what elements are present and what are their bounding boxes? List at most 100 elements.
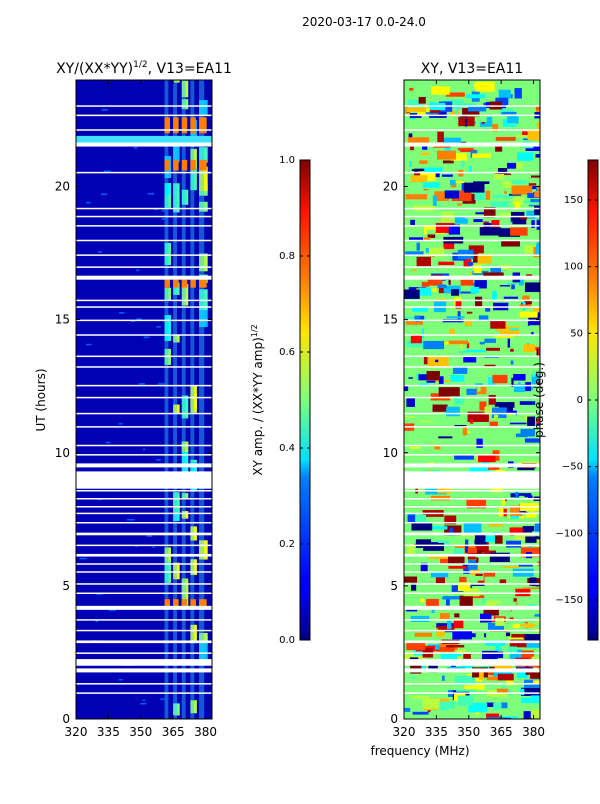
- phase-cell: [435, 222, 455, 233]
- phase-cell: [453, 620, 464, 629]
- amplitude-cell: [190, 386, 197, 408]
- amplitude-flagged-gap: [76, 619, 212, 621]
- phase-cell: [450, 110, 460, 116]
- phase-cell: [494, 534, 503, 544]
- phase-cell: [453, 548, 465, 555]
- phase-cell: [451, 153, 467, 161]
- phase-cell: [411, 269, 417, 271]
- phase-cell: [410, 300, 431, 308]
- phase-cell: [527, 320, 540, 326]
- phase-cell: [506, 123, 519, 125]
- amplitude-colorbar-tick-label: 0.8: [279, 251, 295, 262]
- phase-xtick-label: 365: [490, 725, 513, 739]
- phase-cell: [464, 319, 473, 327]
- phase-cell: [463, 588, 480, 597]
- amplitude-cell: [199, 305, 208, 328]
- phase-flagged-gap: [404, 105, 540, 107]
- phase-cell: [477, 253, 492, 264]
- phase-cell: [442, 596, 461, 600]
- phase-cell: [479, 341, 485, 345]
- figure-title: 2020-03-17 0.0-24.0: [302, 15, 426, 29]
- phase-cell: [443, 242, 455, 250]
- amplitude-flagged-gap: [76, 444, 212, 447]
- phase-cell: [445, 645, 465, 648]
- phase-cell: [519, 650, 534, 661]
- phase-cell: [421, 328, 425, 339]
- phase-cell: [526, 274, 533, 277]
- phase-cell: [470, 419, 474, 424]
- phase-cell: [465, 217, 481, 219]
- amplitude-flagged-gap: [76, 563, 212, 565]
- phase-cell: [485, 347, 501, 351]
- phase-flagged-gap: [404, 207, 540, 210]
- amplitude-bright-cell: [173, 117, 179, 134]
- amplitude-channel-column: [164, 80, 169, 719]
- amplitude-colorbar-tick-label: 0.0: [279, 635, 295, 646]
- phase-cell: [408, 377, 413, 379]
- phase-cell: [463, 564, 470, 574]
- phase-cell: [479, 227, 501, 236]
- phase-cell: [532, 305, 540, 313]
- amplitude-cell: [173, 282, 180, 295]
- phase-cell: [466, 311, 473, 314]
- phase-cell: [432, 404, 448, 412]
- phase-cell: [505, 678, 514, 686]
- phase-cell: [506, 282, 519, 285]
- amplitude-speckle: [126, 519, 135, 521]
- phase-cell: [423, 708, 439, 711]
- phase-cell: [468, 584, 485, 586]
- phase-cell: [464, 119, 468, 127]
- phase-cell: [430, 571, 449, 578]
- amplitude-flagged-gap: [76, 215, 212, 218]
- phase-cell: [534, 614, 540, 617]
- phase-cell: [446, 406, 460, 417]
- phase-cell: [495, 642, 501, 654]
- phase-cell: [448, 565, 467, 569]
- amplitude-speckle: [161, 210, 169, 212]
- phase-xtick-label: 335: [425, 725, 448, 739]
- phase-cell: [509, 422, 527, 425]
- amplitude-flagged-gap: [76, 454, 212, 456]
- amplitude-cell: [181, 189, 189, 205]
- phase-cell: [423, 237, 431, 241]
- phase-colorbar-tick-label: 100: [564, 262, 583, 273]
- phase-cell: [535, 154, 540, 158]
- phase-cell: [438, 387, 460, 397]
- phase-colorbar-tick-label: 0: [577, 395, 583, 406]
- amplitude-speckle: [160, 698, 165, 700]
- phase-cell: [536, 244, 540, 256]
- amplitude-cell: [173, 703, 180, 716]
- phase-cell: [485, 600, 501, 607]
- phase-colorbar-tick-label: −100: [556, 528, 583, 539]
- phase-cell: [405, 194, 428, 200]
- phase-flagged-gap: [404, 239, 540, 242]
- phase-cell: [519, 401, 536, 405]
- phase-cell: [404, 707, 411, 712]
- phase-cell: [523, 344, 536, 353]
- amplitude-flagged-gap: [76, 396, 212, 399]
- amplitude-speckle: [136, 318, 142, 320]
- phase-cell: [532, 371, 536, 378]
- phase-cell: [485, 702, 495, 708]
- phase-cell: [463, 103, 477, 107]
- phase-cell: [479, 535, 501, 543]
- phase-cell: [457, 147, 474, 151]
- amplitude-heatmap-frame: [75, 79, 213, 720]
- amplitude-flagged-gap: [76, 605, 212, 610]
- phase-flagged-gap: [404, 498, 540, 500]
- amplitude-speckle: [143, 336, 150, 339]
- phase-cell: [495, 97, 509, 105]
- phase-cell: [445, 599, 450, 606]
- amplitude-cell: [199, 166, 208, 192]
- phase-cell: [423, 189, 429, 191]
- phase-cell: [470, 286, 479, 294]
- phase-cell: [463, 523, 482, 533]
- phase-cell: [412, 711, 429, 715]
- phase-cell: [439, 613, 450, 620]
- amplitude-cell: [199, 632, 208, 642]
- amplitude-colorbar-label: XY amp. / (XX*YY amp)1/2: [250, 324, 265, 475]
- phase-cell: [534, 205, 540, 216]
- amplitude-cell: [199, 100, 208, 116]
- phase-cell: [516, 105, 519, 109]
- phase-flagged-gap: [404, 319, 540, 322]
